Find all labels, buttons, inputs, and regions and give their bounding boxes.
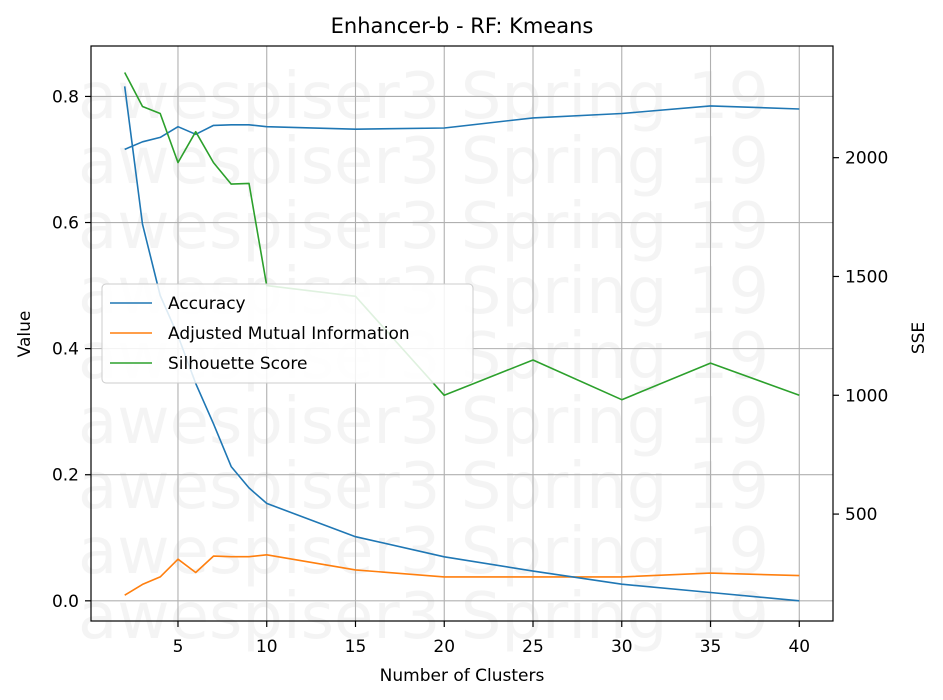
- watermark-text: awespiser3 Spring 19: [78, 125, 769, 199]
- x-tick-label: 10: [256, 637, 278, 657]
- watermark-text: awespiser3 Spring 19: [78, 190, 769, 264]
- y-tick-label: 0.4: [52, 340, 79, 360]
- series-line-adjusted-mutual-information: [124, 553, 800, 596]
- y2-tick-label: 500: [845, 505, 877, 525]
- watermark-text: awespiser3 Spring 19: [78, 580, 769, 654]
- y2-tick-label: 1500: [845, 267, 888, 287]
- x-tick-label: 25: [522, 637, 544, 657]
- watermark-text: awespiser3 Spring 19: [78, 450, 769, 524]
- x-tick-label: 35: [700, 637, 722, 657]
- x-tick-label: 40: [788, 637, 810, 657]
- legend-entry: Accuracy: [168, 294, 246, 314]
- series-line-silhouette-score: [123, 72, 800, 401]
- legend-box: [101, 283, 474, 384]
- series-line-accuracy: [124, 105, 800, 151]
- y-tick-label: 0.0: [52, 592, 79, 612]
- chart-title: Enhancer-b - RF: Kmeans: [331, 14, 594, 38]
- ticks-layer: 5 10 15 20 25 30 35 40 0.0 0.2 0.4 0.6 0.8 500 1000 150…: [52, 87, 888, 657]
- watermark-text: awespiser3 Spring 19: [78, 385, 769, 459]
- x-tick-label: 30: [611, 637, 633, 657]
- plot-frame: [90, 45, 834, 622]
- x-axis-label: Number of Clusters: [380, 666, 545, 686]
- legend: Accuracy Adjusted Mutual Information Silho…: [101, 283, 474, 384]
- x-tick-label: 5: [173, 637, 184, 657]
- y-tick-label: 0.6: [52, 214, 79, 234]
- y-tick-label: 0.8: [52, 87, 79, 107]
- x-tick-label: 15: [345, 637, 367, 657]
- y2-tick-label: 2000: [845, 149, 888, 169]
- x-tick-label: 20: [433, 637, 455, 657]
- y2-tick-label: 1000: [845, 386, 888, 406]
- y2-axis-label: SSE: [909, 322, 929, 354]
- y-tick-label: 0.2: [52, 466, 79, 486]
- legend-entry: Silhouette Score: [168, 354, 307, 374]
- legend-entry: Adjusted Mutual Information: [168, 324, 410, 344]
- y-axis-label: Value: [15, 311, 35, 358]
- watermark-text: awespiser3 Spring 19: [78, 60, 769, 134]
